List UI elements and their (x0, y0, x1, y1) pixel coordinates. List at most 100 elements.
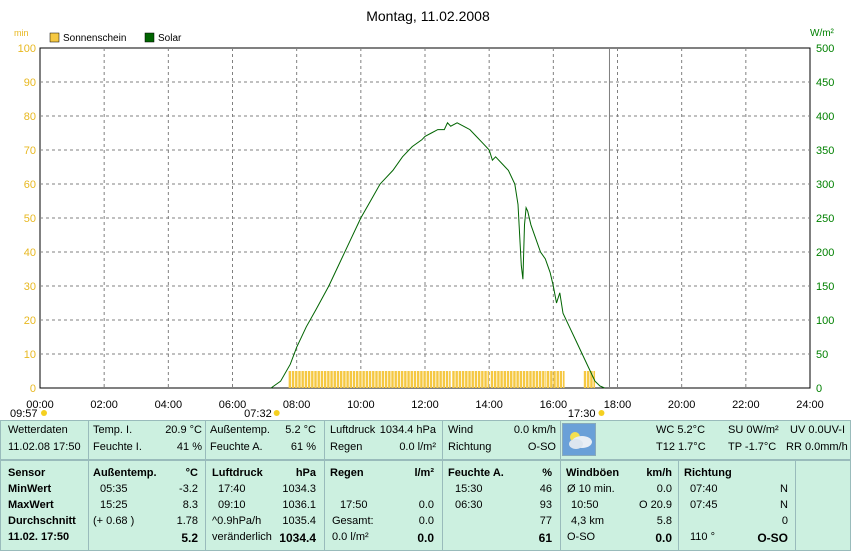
sunshine-bar (458, 371, 462, 388)
sunshine-bar (384, 371, 388, 388)
grid (40, 48, 810, 388)
sunshine-bar (404, 371, 407, 388)
sunshine-bar (413, 371, 417, 388)
x-tick-label: 02:00 (90, 399, 118, 411)
luftdruck-r4-b: 1034.4 (279, 531, 316, 545)
sunshine-bar (519, 371, 523, 388)
x-tick-label: 08:00 (283, 399, 311, 411)
regen-r3-a: Gesamt: (332, 515, 374, 527)
y-left-tick-label: 70 (24, 145, 36, 157)
y-left-tick-label: 10 (24, 349, 36, 361)
sunshine-bar (487, 371, 490, 388)
wc-value: WC 5.2°C (656, 424, 706, 436)
sunrise-label: 07:32 (244, 408, 272, 420)
col-divider (795, 460, 796, 551)
sunshine-bar (420, 371, 423, 388)
sunshine-bar (356, 371, 359, 388)
sunset-label: 17:30 (568, 408, 596, 420)
windboeen-r3-a: 4,3 km (571, 515, 605, 527)
col-divider (88, 420, 89, 551)
y-left-tick-label: 80 (24, 111, 36, 123)
sunshine-bar (506, 371, 510, 388)
temp-i-label: Temp. I. (93, 424, 133, 436)
sunshine-bar (471, 371, 474, 388)
sunshine-bar (545, 371, 547, 388)
sunshine-bar (583, 371, 587, 388)
richtung-r1-a: 07:40 (690, 483, 718, 495)
feuchte-r2-b: 93 (539, 499, 552, 511)
sunshine-bar (529, 371, 532, 388)
windboeen-r3-b: 5.8 (656, 515, 672, 527)
sunshine-bar (394, 371, 397, 388)
sunshine-bar (400, 371, 404, 388)
sunshine-bar (484, 371, 487, 388)
y-right-tick-label: 50 (816, 349, 828, 361)
richtung-r3-b: 0 (781, 515, 788, 527)
row-label-sensor: Sensor (8, 467, 46, 479)
richtung-r4-b: O-SO (757, 531, 788, 545)
regen-r3-b: 0.0 (418, 515, 434, 527)
sunshine-bar (298, 371, 301, 388)
sunshine-bar (291, 371, 295, 388)
windboeen-r1-b: 0.0 (656, 483, 672, 495)
windboeen-r2-b: O 20.9 (638, 499, 672, 511)
x-tick-label: 04:00 (155, 399, 183, 411)
sunshine-bar (352, 371, 356, 388)
aussentemp-r1-b: -3.2 (179, 483, 198, 495)
wind-value: 0.0 km/h (513, 424, 556, 436)
sunshine-bar (474, 371, 478, 388)
sunshine-bar (439, 371, 442, 388)
t12-value: T12 1.7°C (656, 441, 706, 453)
aussentemp-r1-a: 05:35 (100, 483, 128, 495)
sunshine-bar (503, 371, 507, 388)
feuchte-r1-a: 15:30 (455, 483, 483, 495)
y-left-tick-label: 40 (24, 247, 36, 259)
sunshine-bar (461, 371, 465, 388)
unit-luftdruck: hPa (295, 467, 316, 479)
sunshine-bar (410, 371, 413, 388)
regen-value: 0.0 l/m² (399, 441, 436, 453)
solar-line (270, 121, 605, 389)
aussen-value: 5.2 °C (285, 424, 316, 436)
x-tick-label: 10:00 (347, 399, 375, 411)
feuchte-i-value: 41 % (176, 441, 202, 453)
sunshine-bar (468, 371, 471, 388)
sunshine-bar (346, 371, 349, 388)
chart: Montag, 11.02.2008 min W/m² Sonnenschein… (10, 8, 835, 420)
sunshine-bar (532, 371, 535, 388)
sunshine-bar (362, 371, 365, 388)
windboeen-r4-b: 0.0 (655, 531, 672, 545)
y-right-tick-label: 500 (816, 43, 834, 55)
x-tick-label: 16:00 (540, 399, 568, 411)
regen-r2-b: 0.0 (418, 499, 434, 511)
sunshine-bar (378, 371, 381, 388)
weather-icon (562, 423, 596, 456)
sunshine-bar (429, 371, 433, 388)
unit-windboeen: km/h (646, 467, 672, 479)
legend-sunshine-label: Sonnenschein (63, 33, 126, 44)
sunset-marker (598, 410, 605, 416)
y-left-tick-label: 90 (24, 77, 36, 89)
col-divider (560, 420, 561, 551)
sunshine-bar (510, 371, 513, 388)
unit-regen: l/m² (414, 467, 434, 479)
sunshine-bar (490, 371, 494, 388)
sunshine-bars (288, 371, 596, 388)
sunshine-bar (311, 371, 314, 388)
row-label-min: MinWert (8, 483, 52, 495)
regen-r2-a: 17:50 (340, 499, 368, 511)
sunshine-bar (522, 371, 526, 388)
feuchte-r4-b: 61 (538, 531, 552, 545)
sunrise-marker (273, 410, 280, 416)
sunshine-bar (559, 371, 563, 388)
regen-r4-a: 0.0 l/m² (332, 531, 369, 543)
sunshine-bar (587, 371, 590, 388)
richtung-r2-a: 07:45 (690, 499, 718, 511)
sunshine-bar (391, 371, 394, 388)
aussentemp-r2-a: 15:25 (100, 499, 128, 511)
aussentemp-r4-b: 5.2 (181, 531, 198, 545)
sun-markers: 09:57 07:32 17:30 (10, 408, 605, 420)
header-windboeen: Windböen (566, 467, 620, 479)
legend-sunshine-swatch (49, 32, 60, 43)
windboeen-r4-a: O-SO (567, 531, 596, 543)
